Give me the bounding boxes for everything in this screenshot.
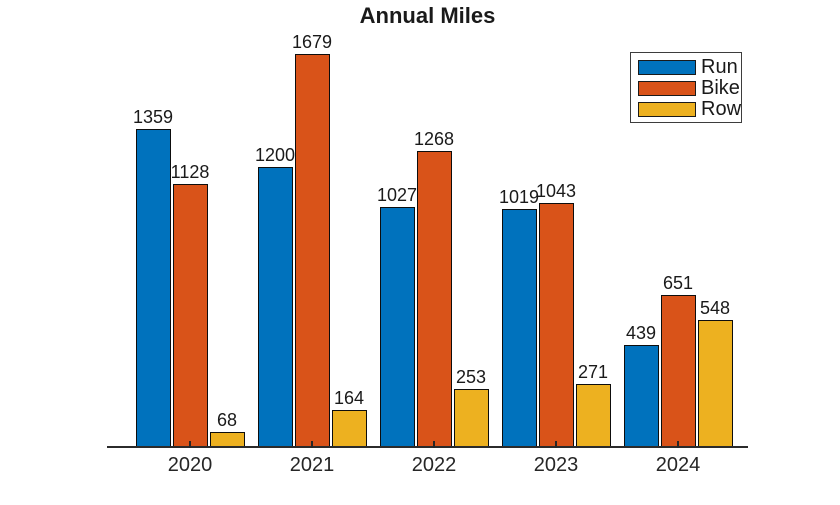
bar-run-2020 [135, 129, 171, 448]
bar-value-label-bike-2020: 1128 [170, 162, 210, 182]
x-axis-tick-label-2023: 2023 [533, 454, 579, 476]
bar-value-label-bike-2022: 1268 [413, 129, 455, 149]
bar-value-label-bike-2023: 1043 [535, 181, 577, 201]
bar-bike-2024 [660, 295, 696, 448]
bar-row-2022 [453, 389, 489, 448]
legend-label-run: Run [701, 56, 738, 78]
x-axis-tick-label-2024: 2024 [655, 454, 701, 476]
x-axis-tick-label-2020: 2020 [167, 454, 213, 476]
bar-value-label-bike-2024: 651 [662, 273, 694, 293]
bar-run-2024 [623, 345, 659, 448]
legend-swatch-run [638, 60, 696, 75]
bar-value-label-row-2022: 253 [455, 367, 487, 387]
bar-value-label-run-2020: 1359 [132, 107, 174, 127]
legend-swatch-row [638, 102, 696, 117]
legend-label-row: Row [701, 98, 742, 120]
bar-value-label-bike-2021: 1679 [291, 32, 333, 52]
x-axis-line [107, 446, 748, 448]
bar-bike-2020 [172, 184, 208, 448]
bar-run-2023 [501, 209, 537, 448]
bar-value-label-run-2022: 1027 [376, 185, 418, 205]
bar-value-label-row-2021: 164 [333, 388, 365, 408]
legend-item-bike: Bike [631, 78, 741, 99]
legend-item-row: Row [631, 99, 741, 120]
x-axis-tick-label-2021: 2021 [289, 454, 335, 476]
x-axis-tick-2022 [433, 441, 435, 448]
bar-row-2021 [331, 410, 367, 448]
bar-bike-2022 [416, 151, 452, 448]
bar-value-label-run-2021: 1200 [254, 145, 296, 165]
legend-swatch-bike [638, 81, 696, 96]
x-axis-tick-2021 [311, 441, 313, 448]
chart-title: Annual Miles [359, 3, 496, 28]
bar-value-label-run-2024: 439 [625, 323, 657, 343]
x-axis-tick-2023 [555, 441, 557, 448]
bar-value-label-row-2023: 271 [577, 362, 609, 382]
legend-label-bike: Bike [701, 77, 740, 99]
bar-run-2021 [257, 167, 293, 448]
x-axis-tick-2020 [189, 441, 191, 448]
bar-value-label-row-2020: 68 [216, 410, 238, 430]
bar-bike-2021 [294, 54, 330, 448]
x-axis-tick-2024 [677, 441, 679, 448]
bar-value-label-run-2023: 1019 [498, 187, 540, 207]
bar-row-2023 [575, 384, 611, 448]
legend-item-run: Run [631, 57, 741, 78]
legend: Run Bike Row [630, 52, 742, 123]
bar-row-2024 [697, 320, 733, 448]
bar-run-2022 [379, 207, 415, 448]
bar-bike-2023 [538, 203, 574, 448]
bar-value-label-row-2024: 548 [699, 298, 731, 318]
x-axis-tick-label-2022: 2022 [411, 454, 457, 476]
